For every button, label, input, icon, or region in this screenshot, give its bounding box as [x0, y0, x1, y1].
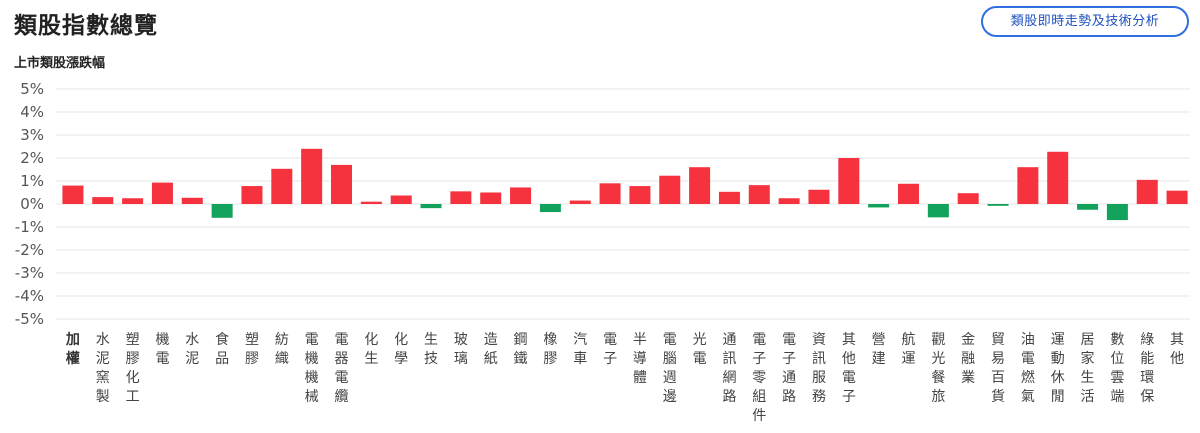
bar — [480, 192, 502, 204]
category-label: 化生 — [364, 332, 378, 367]
category-label: 觀光餐旅 — [931, 332, 945, 405]
bar — [331, 164, 352, 204]
category-label: 運動休閒 — [1051, 332, 1065, 405]
category-label: 電腦週邊 — [663, 332, 677, 405]
category-label: 其他 — [1170, 332, 1184, 367]
bar — [122, 198, 144, 204]
bar — [1017, 167, 1039, 204]
category-label: 資訊服務 — [812, 332, 826, 405]
bar — [838, 158, 860, 204]
category-label: 綠能環保 — [1140, 332, 1154, 405]
category-label: 水泥窯製 — [96, 332, 110, 405]
y-tick-label: 3% — [20, 126, 44, 144]
y-tick-label: 4% — [20, 103, 44, 121]
y-tick-label: -4% — [15, 287, 44, 305]
bar — [1136, 179, 1158, 204]
bar — [420, 204, 442, 209]
category-label: 汽車 — [573, 332, 587, 367]
page-title: 類股指數總覽 — [14, 13, 158, 39]
category-label: 營建 — [872, 332, 886, 367]
y-tick-label: 2% — [20, 149, 44, 167]
bar — [718, 191, 740, 204]
category-label: 航運 — [902, 332, 916, 367]
bar — [868, 204, 890, 208]
y-tick-label: 1% — [20, 172, 44, 190]
bar — [211, 204, 233, 218]
bar — [271, 168, 293, 204]
category-label: 電器電纜 — [335, 332, 349, 405]
bar — [898, 183, 919, 204]
bar — [450, 191, 472, 204]
bar — [748, 185, 770, 204]
category-label: 金融業 — [961, 332, 975, 386]
category-label: 電子零組件 — [752, 332, 766, 424]
category-label: 其他電子 — [842, 332, 856, 405]
bar — [778, 198, 800, 204]
bar — [181, 197, 203, 204]
bar — [1106, 204, 1128, 221]
bar — [62, 185, 84, 204]
bar — [1077, 204, 1099, 210]
bar — [599, 183, 621, 204]
bar — [539, 204, 561, 213]
bar — [1047, 151, 1069, 204]
bar — [151, 182, 173, 204]
bar — [987, 204, 1009, 206]
category-label: 電子 — [603, 332, 617, 367]
bar — [301, 148, 323, 204]
category-label: 油電燃氣 — [1021, 332, 1035, 405]
category-label: 塑膠 — [245, 332, 259, 367]
chart-title: 上市類股漲跌幅 — [14, 56, 106, 71]
category-label: 造紙 — [484, 332, 498, 367]
category-label: 橡膠 — [543, 332, 557, 367]
y-tick-label: 5% — [20, 80, 44, 98]
y-tick-label: -3% — [15, 264, 44, 282]
category-label: 玻璃 — [454, 332, 468, 367]
bar — [1166, 190, 1188, 204]
category-label: 食品 — [215, 331, 229, 367]
bar — [92, 197, 114, 204]
bar — [390, 195, 412, 204]
category-label: 半導體 — [633, 332, 647, 386]
bar — [569, 200, 591, 204]
bar — [241, 186, 263, 204]
category-label: 機電 — [155, 332, 169, 367]
category-label: 電子通路 — [782, 332, 796, 405]
bar — [510, 187, 532, 204]
category-label: 居家生活 — [1081, 332, 1095, 405]
category-label: 加權 — [65, 332, 80, 367]
y-tick-label: -5% — [15, 310, 44, 328]
y-tick-label: -2% — [15, 241, 44, 259]
category-label: 通訊網路 — [722, 332, 736, 405]
category-label: 水泥 — [185, 332, 199, 367]
bar — [808, 189, 830, 204]
bar — [629, 186, 651, 204]
category-label: 生技 — [424, 332, 438, 367]
bar — [360, 201, 382, 204]
bar — [689, 167, 711, 204]
sector-trend-analysis-button[interactable]: 類股即時走勢及技術分析 — [981, 6, 1189, 37]
category-label: 貿易百貨 — [991, 332, 1005, 405]
category-label: 化學 — [394, 332, 408, 367]
category-label: 紡織 — [275, 332, 289, 367]
bar — [957, 193, 979, 204]
category-label: 光電 — [693, 332, 707, 367]
y-tick-label: 0% — [20, 195, 44, 213]
y-tick-label: -1% — [15, 218, 44, 236]
category-label: 塑膠化工 — [126, 332, 140, 405]
category-label: 電機機械 — [305, 332, 319, 405]
bar — [659, 175, 681, 204]
bar — [927, 204, 949, 218]
category-label: 鋼鐵 — [514, 332, 528, 367]
category-label: 數位雲端 — [1110, 332, 1124, 405]
